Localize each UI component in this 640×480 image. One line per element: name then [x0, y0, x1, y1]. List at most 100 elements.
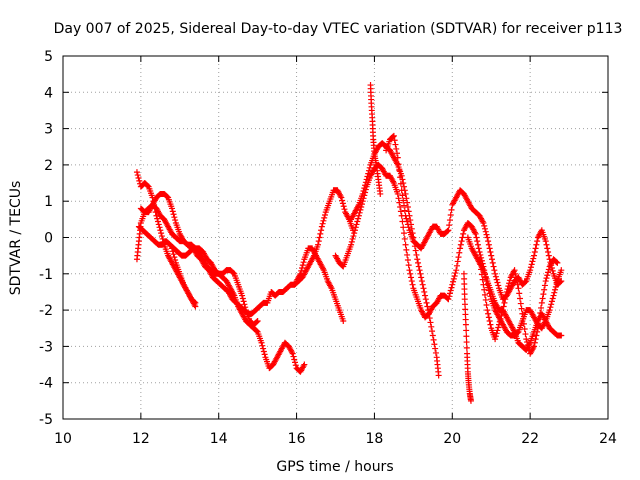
data-point-interp	[488, 256, 495, 263]
data-point-interp	[397, 204, 404, 211]
data-point	[550, 270, 557, 277]
data-point-interp	[478, 266, 485, 273]
data-point	[301, 256, 308, 263]
data-point	[468, 223, 475, 230]
data-point-interp	[240, 298, 247, 305]
data-point-interp	[391, 137, 398, 144]
data-point-interp	[485, 241, 492, 248]
data-point	[464, 350, 471, 357]
data-point	[515, 285, 522, 292]
data-point	[460, 270, 467, 277]
data-point	[418, 245, 425, 252]
data-point	[464, 234, 471, 241]
data-point	[519, 310, 526, 317]
data-point-interp	[298, 267, 305, 274]
data-point	[406, 227, 413, 234]
data-point-interp	[429, 328, 436, 335]
data-point-interp	[461, 286, 468, 293]
data-point-interp	[393, 145, 400, 152]
data-point-interp	[356, 209, 363, 216]
data-point	[503, 314, 510, 321]
y-tick-label: 2	[44, 158, 53, 174]
data-point	[250, 321, 257, 328]
data-point-interp	[260, 345, 267, 352]
data-point-interp	[169, 208, 176, 215]
data-point	[135, 238, 142, 245]
data-point-interp	[486, 317, 493, 324]
data-point	[272, 292, 279, 299]
data-point	[297, 368, 304, 375]
data-point-interp	[495, 324, 502, 331]
data-point-interp	[352, 224, 359, 231]
data-point	[466, 390, 473, 397]
data-point-interp	[291, 356, 298, 363]
data-point-interp	[390, 133, 397, 140]
data-point	[231, 270, 238, 277]
data-point	[165, 252, 172, 259]
data-point-interp	[541, 286, 548, 293]
data-point-interp	[415, 259, 422, 266]
data-point	[429, 303, 436, 310]
data-point	[370, 136, 377, 143]
data-point	[163, 238, 170, 245]
data-point-interp	[403, 246, 410, 253]
data-point	[488, 252, 495, 259]
data-point	[369, 118, 376, 125]
data-point	[394, 190, 401, 197]
data-point-interp	[453, 262, 460, 269]
data-point	[332, 296, 339, 303]
data-point	[402, 190, 409, 197]
x-axis-label: GPS time / hours	[276, 459, 393, 475]
data-point-interp	[365, 167, 372, 174]
data-point	[503, 288, 510, 295]
data-point-interp	[462, 306, 469, 313]
data-point	[492, 336, 499, 343]
data-point	[141, 180, 148, 187]
data-point-interp	[444, 227, 451, 234]
y-tick-label: -4	[39, 376, 53, 392]
data-point-interp	[478, 271, 485, 278]
data-point-interp	[454, 258, 461, 265]
data-point-interp	[481, 286, 488, 293]
data-point	[367, 82, 374, 89]
data-point	[429, 332, 436, 339]
data-point-interp	[487, 249, 494, 256]
data-point-interp	[496, 318, 503, 325]
y-axis-label: SDTVAR / TECUs	[8, 181, 24, 296]
data-point	[188, 296, 195, 303]
data-point-interp	[475, 245, 482, 252]
data-point-interp	[545, 249, 552, 256]
data-point	[254, 317, 261, 324]
data-point	[558, 278, 565, 285]
data-point-interp	[541, 282, 548, 289]
data-point-interp	[537, 310, 544, 317]
data-point	[147, 234, 154, 241]
y-tick-label: -5	[39, 412, 53, 428]
data-point-interp	[156, 224, 163, 231]
data-point	[492, 270, 499, 277]
data-point	[499, 307, 506, 314]
data-point	[425, 310, 432, 317]
data-point-interp	[448, 284, 455, 291]
data-point-interp	[506, 280, 513, 287]
data-point-interp	[501, 299, 508, 306]
data-point	[445, 227, 452, 234]
data-point-interp	[494, 279, 501, 286]
data-point-interp	[487, 321, 494, 328]
y-tick-label: 1	[44, 194, 53, 210]
data-point-interp	[253, 318, 260, 325]
data-point	[441, 230, 448, 237]
data-point	[496, 285, 502, 292]
data-point-interp	[421, 288, 428, 295]
data-point-interp	[461, 275, 468, 282]
data-point	[464, 198, 471, 205]
data-point	[558, 267, 565, 274]
data-point	[538, 227, 545, 234]
data-point-interp	[450, 275, 457, 282]
data-point	[546, 325, 553, 332]
x-tick-label: 24	[599, 431, 617, 447]
data-point-interp	[299, 264, 306, 271]
data-point	[398, 187, 405, 194]
data-point-interp	[364, 173, 371, 180]
data-point	[371, 151, 378, 158]
